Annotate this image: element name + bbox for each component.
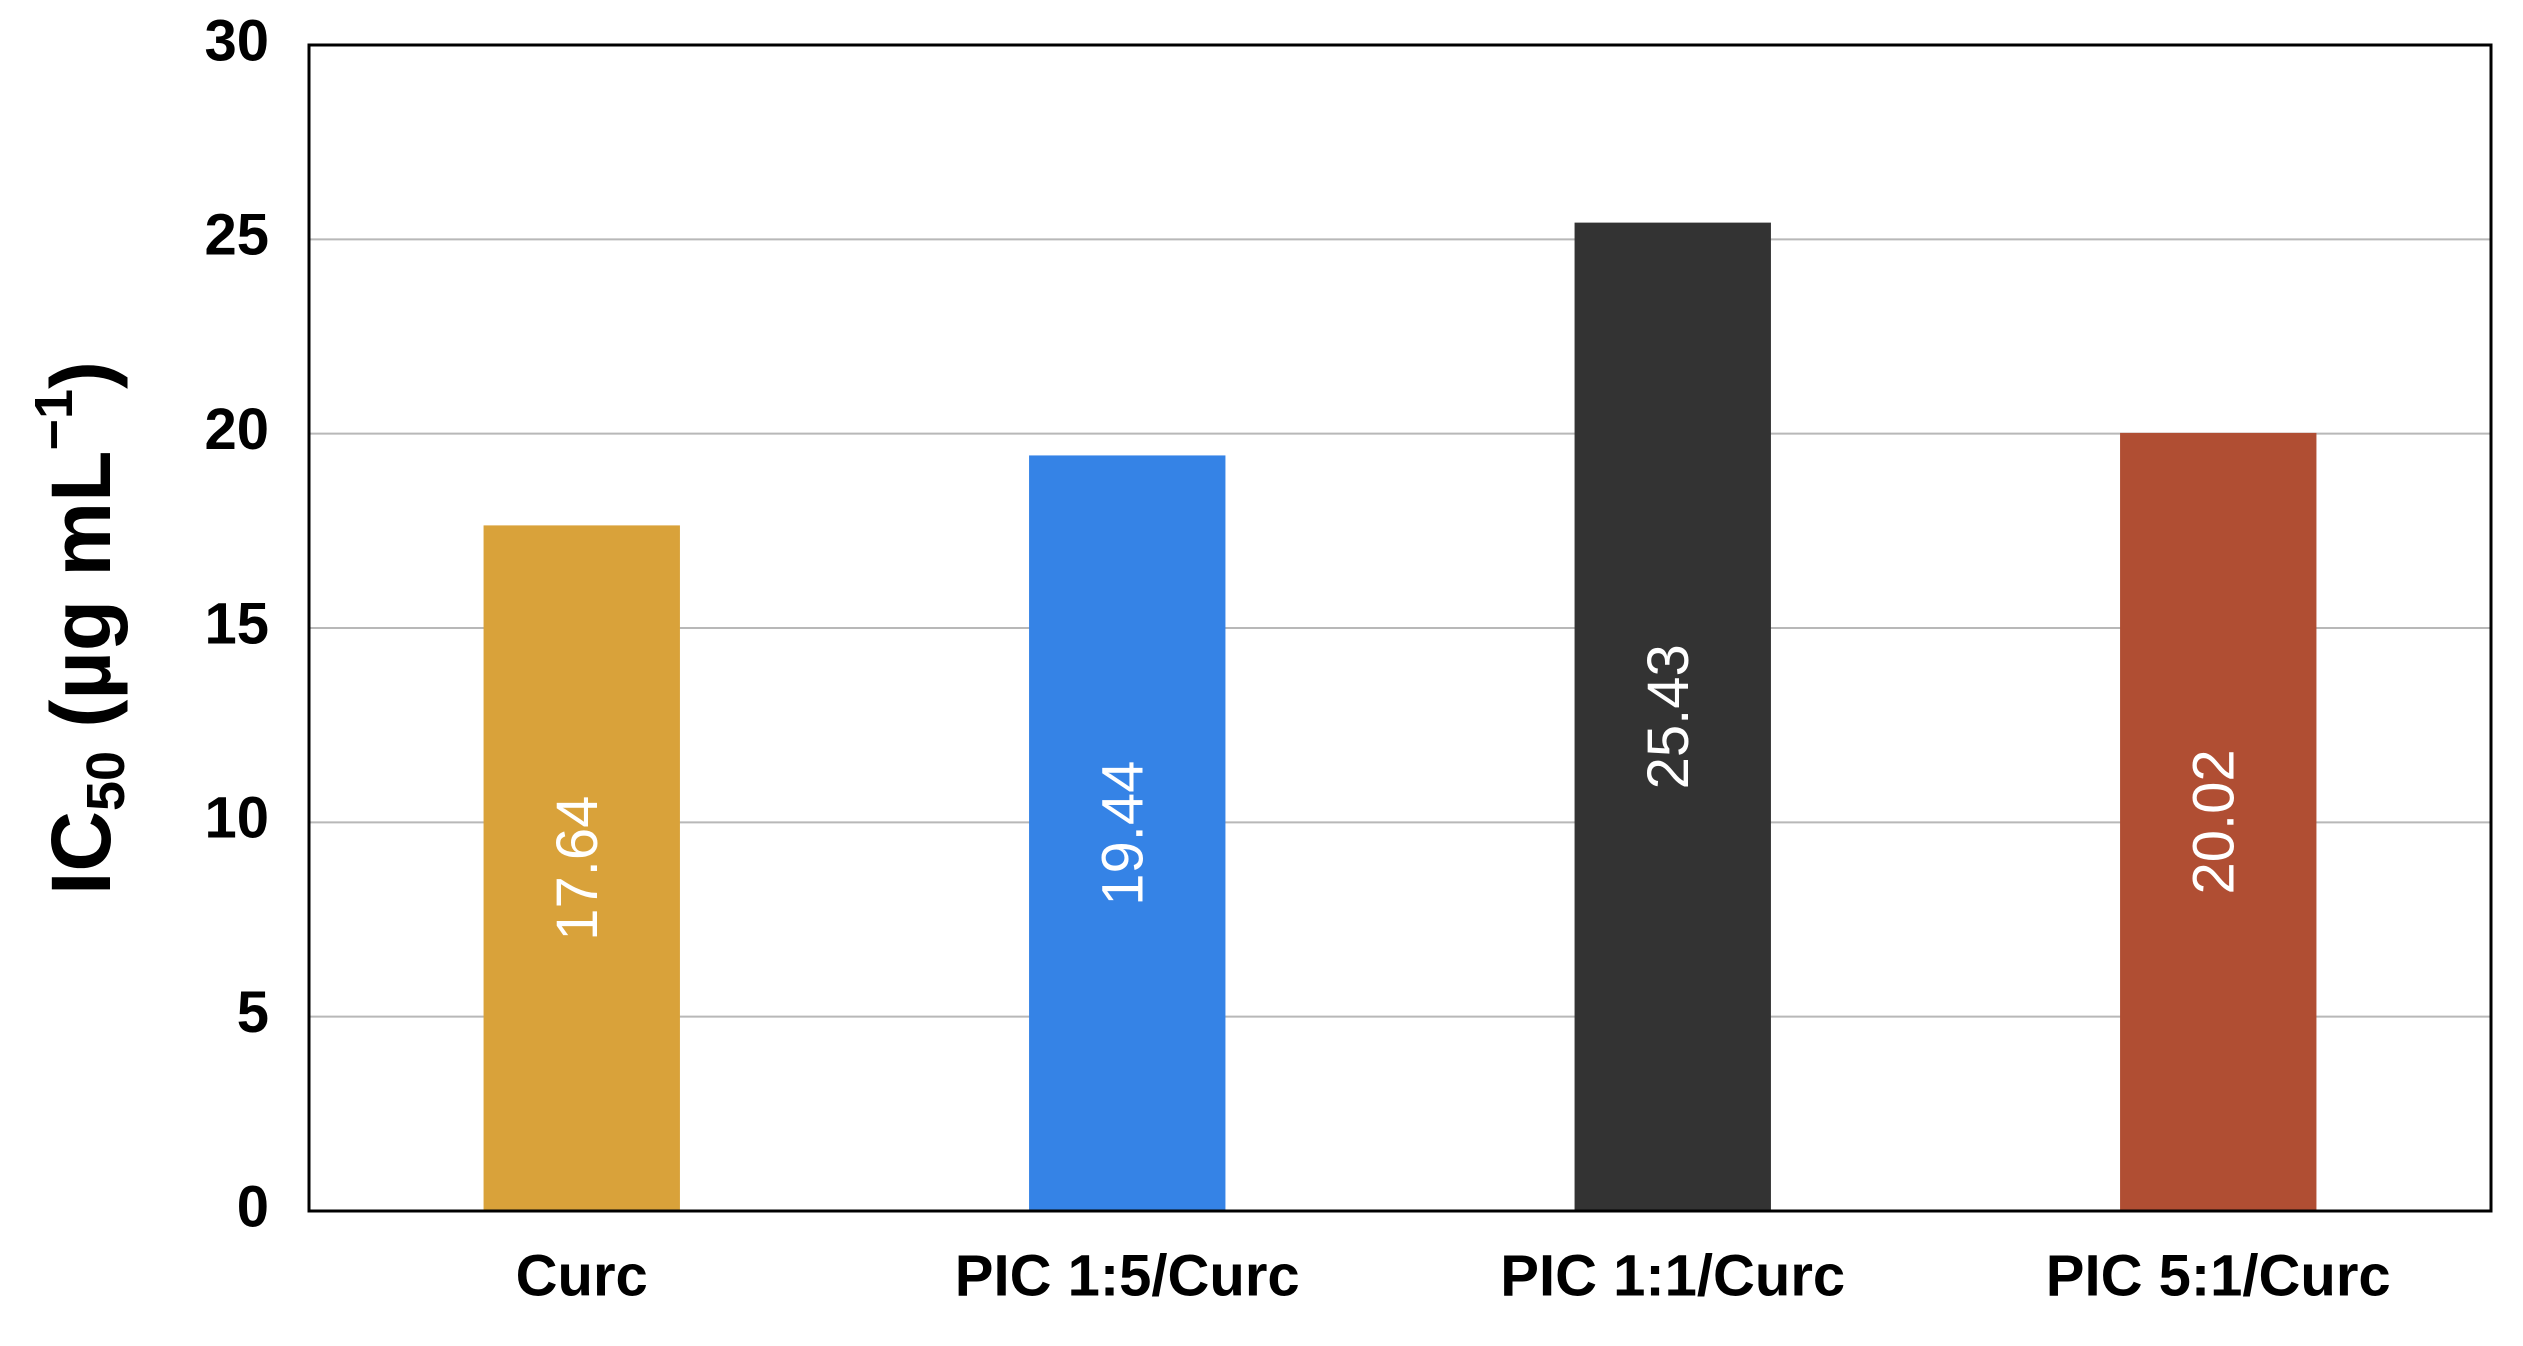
y-label-main: IC <box>34 811 128 895</box>
y-label-close: ) <box>34 361 128 389</box>
y-tick-label: 20 <box>204 397 269 462</box>
value-label: 25.43 <box>1636 644 1701 789</box>
y-tick-label: 30 <box>204 8 269 73</box>
y-tick-label: 0 <box>237 1174 269 1239</box>
y-label-superscript: −1 <box>24 389 84 451</box>
plot-frame <box>307 43 2493 1213</box>
x-tick-label: PIC 1:1/Curc <box>1500 1243 1845 1308</box>
bar <box>1574 222 1771 1211</box>
x-tick-label: Curc <box>516 1243 648 1308</box>
value-label: 20.02 <box>2182 749 2247 894</box>
value-label: 19.44 <box>1091 761 1156 906</box>
bar <box>1029 455 1226 1211</box>
y-label-unit: (µg mL <box>34 451 128 751</box>
value-label: 17.64 <box>545 796 610 941</box>
y-tick-label: 5 <box>237 980 269 1045</box>
x-tick-label: PIC 5:1/Curc <box>2046 1243 2391 1308</box>
bar <box>2120 432 2317 1211</box>
y-tick-label: 25 <box>204 203 269 268</box>
y-tick-label: 10 <box>204 786 269 851</box>
y-axis-label: IC50 (µg mL−1) <box>24 361 136 895</box>
y-tick-label: 15 <box>204 591 269 656</box>
y-label-subscript: 50 <box>76 751 136 811</box>
x-tick-label: PIC 1:5/Curc <box>955 1243 1300 1308</box>
bar <box>483 525 680 1211</box>
